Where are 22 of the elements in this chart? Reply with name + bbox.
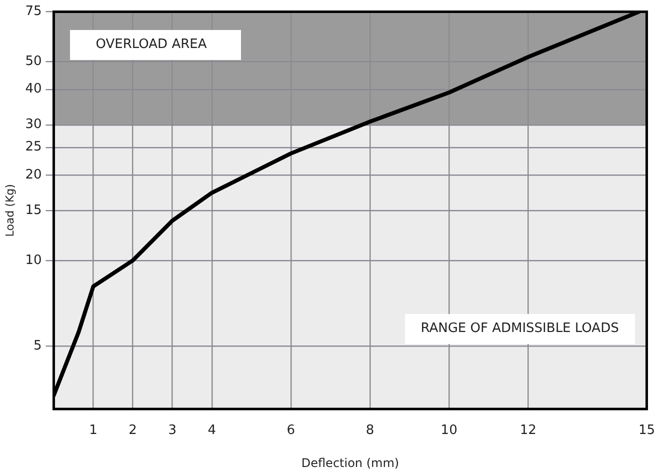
label-box: RANGE OF ADMISSIBLE LOADS	[404, 314, 635, 344]
x-tick-label: 2	[128, 423, 137, 438]
y-tick-label: 40	[25, 82, 42, 97]
x-tick-label: 4	[208, 423, 216, 438]
y-tick-label: 25	[25, 140, 42, 155]
y-tick-label: 50	[25, 54, 42, 70]
x-tick-label: 6	[286, 423, 296, 438]
x-tick-label: 10	[440, 423, 458, 438]
y-tick-label: 10	[25, 252, 42, 268]
x-tick-label: 8	[366, 423, 374, 438]
x-tick-label: 12	[520, 423, 536, 438]
y-tick-label: 20	[25, 167, 42, 182]
y-tick-label: 15	[25, 202, 42, 218]
x-tick-label: 1	[89, 423, 98, 438]
x-tick-label: 15	[638, 423, 655, 438]
y-axis-title: Load (Kg)	[3, 184, 16, 237]
y-tick-label: 5	[33, 338, 42, 354]
y-tick-label: 30	[25, 117, 42, 132]
label-box: OVERLOAD AREA	[70, 30, 241, 60]
y-tick-label: 75	[25, 4, 42, 20]
x-axis-title: Deflection (mm)	[301, 456, 400, 470]
x-tick-label: 3	[168, 423, 176, 438]
